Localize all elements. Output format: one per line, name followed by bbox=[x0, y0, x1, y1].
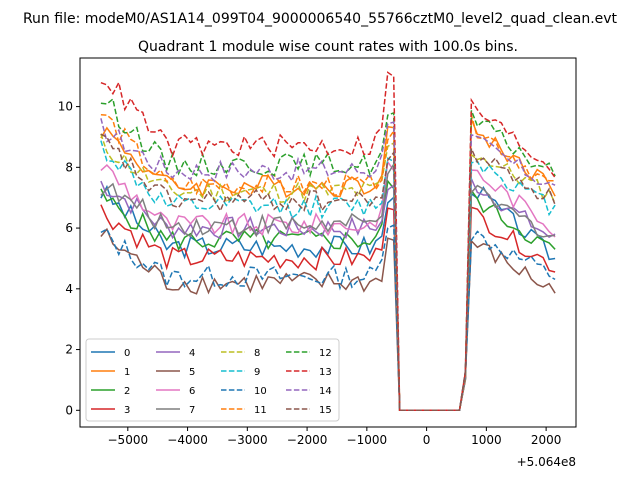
legend-label-5: 5 bbox=[189, 367, 195, 378]
y-tick-label: 2 bbox=[65, 343, 73, 357]
legend-label-12: 12 bbox=[319, 348, 332, 359]
legend-label-10: 10 bbox=[254, 386, 267, 397]
x-tick-label: −1000 bbox=[347, 433, 388, 447]
legend-label-0: 0 bbox=[124, 348, 130, 359]
x-tick-label: −3000 bbox=[227, 433, 268, 447]
legend-label-4: 4 bbox=[189, 348, 195, 359]
series-line-9 bbox=[100, 140, 556, 412]
x-tick-label: 0 bbox=[423, 433, 431, 447]
legend-label-7: 7 bbox=[189, 405, 195, 416]
legend-label-6: 6 bbox=[189, 386, 195, 397]
x-axis: −5000 −4000 −3000 −2000 −1000 0 1000 2000 bbox=[108, 427, 562, 447]
legend-label-13: 13 bbox=[319, 367, 332, 378]
series-line-10 bbox=[100, 224, 556, 412]
y-tick-label: 0 bbox=[65, 403, 73, 417]
plot-area-frame bbox=[79, 57, 577, 428]
x-tick-label: 1000 bbox=[471, 433, 502, 447]
legend-label-11: 11 bbox=[254, 405, 267, 416]
legend-label-9: 9 bbox=[254, 367, 260, 378]
series-line-7 bbox=[100, 161, 556, 412]
legend-label-8: 8 bbox=[254, 348, 260, 359]
legend-label-2: 2 bbox=[124, 386, 130, 397]
legend-label-15: 15 bbox=[319, 405, 332, 416]
series-line-6 bbox=[100, 159, 556, 412]
y-tick-label: 4 bbox=[65, 282, 73, 296]
series-line-8 bbox=[100, 133, 556, 412]
x-tick-label: −4000 bbox=[167, 433, 208, 447]
y-tick-label: 8 bbox=[65, 160, 73, 174]
series-line-3 bbox=[100, 204, 556, 412]
series-line-14 bbox=[100, 118, 556, 412]
x-tick-label: −5000 bbox=[108, 433, 149, 447]
legend-label-14: 14 bbox=[319, 386, 332, 397]
legend-box bbox=[85, 338, 340, 422]
series-line-2 bbox=[100, 179, 556, 412]
series-line-4 bbox=[100, 178, 556, 412]
series-line-11 bbox=[100, 113, 556, 412]
x-axis-offset-label: +5.064e8 bbox=[517, 455, 576, 469]
series-layer bbox=[100, 71, 556, 412]
legend-label-1: 1 bbox=[124, 367, 130, 378]
y-tick-label: 10 bbox=[58, 100, 73, 114]
x-tick-label: 2000 bbox=[531, 433, 562, 447]
series-line-15 bbox=[100, 133, 556, 412]
y-axis: 0 2 4 6 8 10 bbox=[58, 100, 80, 417]
x-tick-label: −2000 bbox=[287, 433, 328, 447]
chart-title: Quadrant 1 module wise count rates with … bbox=[138, 39, 518, 55]
series-line-13 bbox=[100, 71, 556, 412]
legend-label-3: 3 bbox=[124, 405, 130, 416]
y-tick-label: 6 bbox=[65, 221, 73, 235]
figure-suptitle: Run file: modeM0/AS1A14_099T04_900000654… bbox=[23, 11, 618, 27]
